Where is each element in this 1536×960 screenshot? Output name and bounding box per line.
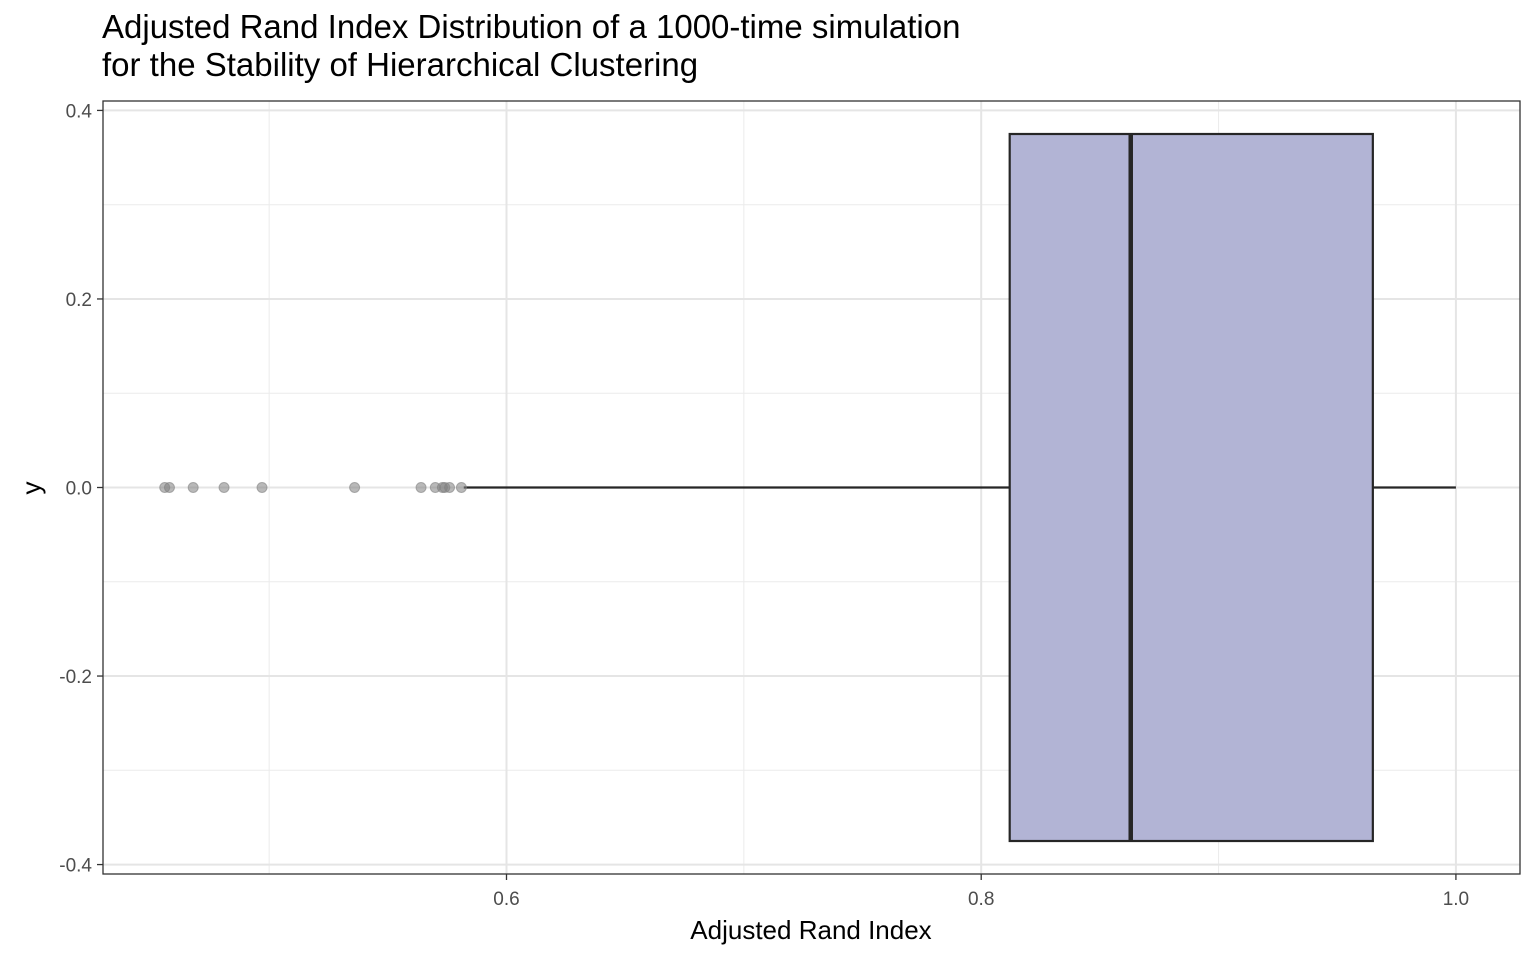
x-tick-label-2: 1.0 xyxy=(1443,889,1469,910)
outlier-point-4 xyxy=(256,482,268,493)
outlier-point-10 xyxy=(444,482,456,493)
outlier-point-3 xyxy=(218,482,230,493)
x-axis-title: Adjusted Rand Index xyxy=(690,915,931,945)
x-tick-label-1: 0.8 xyxy=(968,889,994,910)
y-tick-label-1: -0.2 xyxy=(59,667,92,688)
outlier-point-2 xyxy=(187,482,199,493)
chart-title-line-2: for the Stability of Hierarchical Cluste… xyxy=(102,46,699,83)
y-axis-ticks: -0.4 -0.2 0.0 0.2 0.4 xyxy=(59,101,103,877)
y-axis-title: y xyxy=(16,482,46,495)
outlier-point-6 xyxy=(415,482,427,493)
iqr-box xyxy=(1008,132,1374,843)
y-tick-label-0: -0.4 xyxy=(59,856,92,877)
chart-title-line-1: Adjusted Rand Index Distribution of a 10… xyxy=(102,8,961,45)
x-axis-ticks: 0.6 0.8 1.0 xyxy=(493,874,1469,910)
outlier-point-1 xyxy=(163,482,175,493)
x-tick-label-0: 0.6 xyxy=(493,889,519,910)
outlier-points xyxy=(159,482,467,493)
outlier-point-11 xyxy=(455,482,467,493)
y-tick-label-3: 0.2 xyxy=(66,290,92,311)
y-tick-label-2: 0.0 xyxy=(66,479,92,500)
y-tick-label-4: 0.4 xyxy=(66,101,93,122)
outlier-point-5 xyxy=(349,482,361,493)
box xyxy=(1008,132,1374,843)
